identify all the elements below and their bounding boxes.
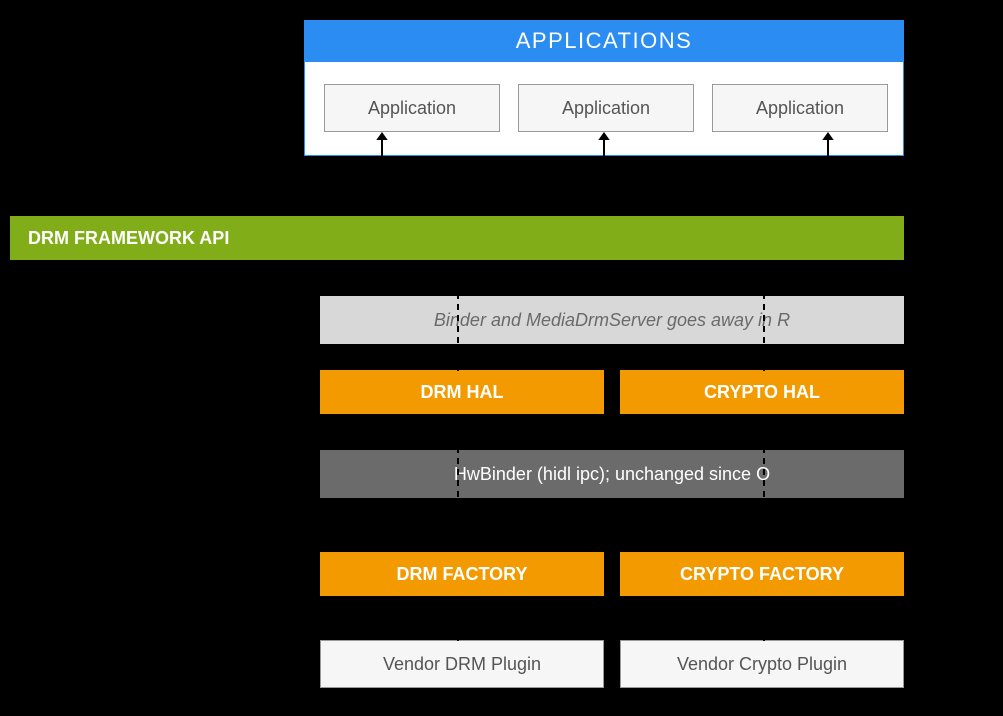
application-label: Application <box>562 98 650 119</box>
hwbinder-label: HwBinder (hidl ipc); unchanged since O <box>454 464 770 485</box>
vendor-drm-plugin-label: Vendor DRM Plugin <box>383 654 541 675</box>
application-label: Application <box>756 98 844 119</box>
vendor-crypto-plugin-label: Vendor Crypto Plugin <box>677 654 847 675</box>
hwbinder-bar: HwBinder (hidl ipc); unchanged since O <box>320 450 904 498</box>
applications-header: APPLICATIONS <box>304 20 904 62</box>
binder-note-bar: Binder and MediaDrmServer goes away in R <box>320 296 904 344</box>
applications-header-label: APPLICATIONS <box>516 28 693 54</box>
drm-framework-api-label: DRM FRAMEWORK API <box>28 228 229 249</box>
drm-factory-box: DRM FACTORY <box>320 552 604 596</box>
crypto-hal-label: CRYPTO HAL <box>704 382 820 403</box>
vendor-crypto-plugin-box: Vendor Crypto Plugin <box>620 640 904 688</box>
drm-hal-box: DRM HAL <box>320 370 604 414</box>
binder-note-label: Binder and MediaDrmServer goes away in R <box>434 310 790 331</box>
application-box: Application <box>324 84 500 132</box>
application-box: Application <box>518 84 694 132</box>
application-label: Application <box>368 98 456 119</box>
vendor-drm-plugin-box: Vendor DRM Plugin <box>320 640 604 688</box>
application-box: Application <box>712 84 888 132</box>
drm-framework-api-bar: DRM FRAMEWORK API <box>10 216 904 260</box>
drm-factory-label: DRM FACTORY <box>396 564 527 585</box>
crypto-hal-box: CRYPTO HAL <box>620 370 904 414</box>
drm-hal-label: DRM HAL <box>421 382 504 403</box>
crypto-factory-box: CRYPTO FACTORY <box>620 552 904 596</box>
crypto-factory-label: CRYPTO FACTORY <box>680 564 844 585</box>
